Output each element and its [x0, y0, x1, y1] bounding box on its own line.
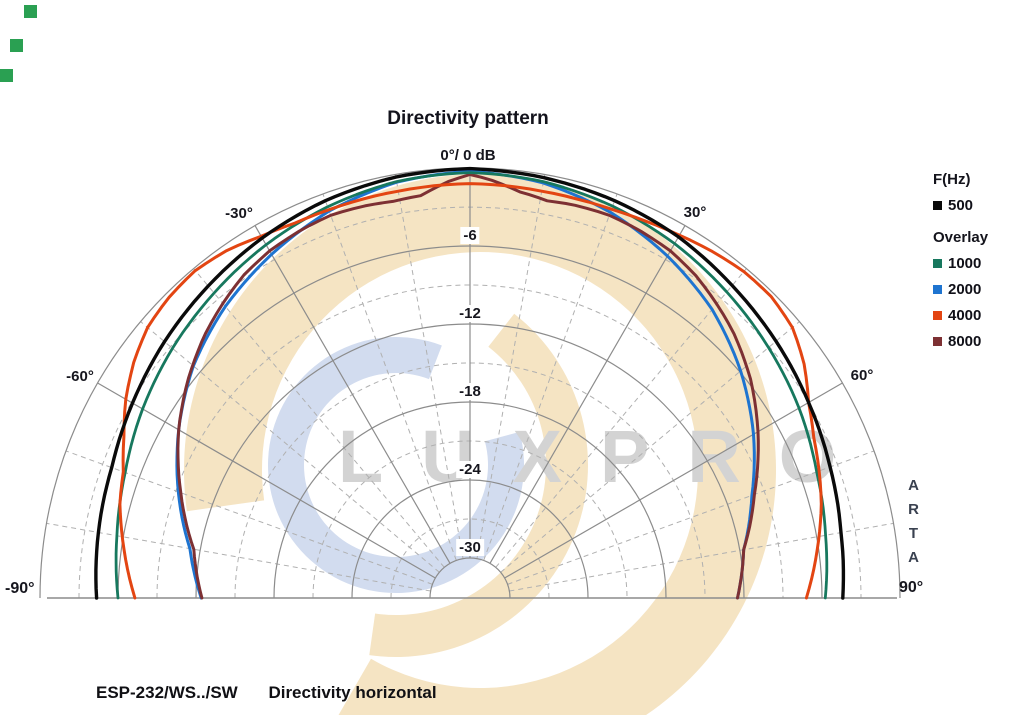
angle-label-minus60: -60° — [66, 368, 94, 385]
curve-500 — [94, 166, 846, 600]
grid-radial-dashed — [476, 174, 546, 559]
grid-radial-dashed — [507, 450, 875, 585]
grid-radial-dashed — [46, 522, 431, 592]
legend-item-4000: 4000 — [933, 307, 988, 324]
grid-radial-solid — [254, 225, 451, 564]
apex-label: 0°/ 0 dB — [440, 147, 496, 164]
legend-overlay-rows: 1000 2000 4000 8000 — [933, 255, 988, 350]
grid-radial-dashed — [509, 522, 894, 592]
legend-item-500: 500 — [933, 197, 988, 214]
legend-swatch-1000 — [933, 259, 942, 268]
curve-1000 — [114, 171, 829, 600]
angle-label-minus90: -90° — [5, 580, 35, 597]
caption-model: ESP-232/WS../SW — [96, 683, 238, 702]
caption-measurement: Directivity horizontal — [268, 683, 437, 702]
db-label-minus18: -18 — [456, 383, 484, 400]
grid-circle-dashed — [234, 362, 706, 599]
angle-label-plus30: 30° — [683, 204, 707, 221]
corner-marker-3 — [0, 69, 13, 82]
legend-swatch-4000 — [933, 311, 942, 320]
legend-item-1000: 1000 — [933, 255, 988, 272]
grid-circle-dashed — [390, 518, 550, 599]
angle-label-minus30: -30° — [225, 205, 253, 222]
grid-radial-dashed — [495, 268, 747, 568]
legend-label-2000: 2000 — [948, 281, 982, 298]
curve-4000 — [118, 182, 823, 600]
legend: F(Hz) 500 Overlay 1000 2000 4000 8000 — [933, 171, 988, 350]
legend-label-8000: 8000 — [948, 333, 982, 350]
watermark-outer-ring — [184, 174, 776, 715]
arta-watermark: ARTA — [905, 477, 922, 573]
grid-radial-solid — [489, 225, 686, 564]
angle-label-plus90: 90° — [899, 579, 924, 596]
chart-title: Directivity pattern — [387, 108, 549, 129]
angle-label-plus60: 60° — [850, 367, 874, 384]
grid-radial-dashed — [394, 174, 464, 559]
grid-radial-dashed — [500, 321, 800, 573]
watermark-inner-arc — [369, 313, 588, 657]
corner-marker-1 — [24, 5, 37, 18]
legend-label-4000: 4000 — [948, 307, 982, 324]
grid-radial-dashed — [193, 268, 445, 568]
grid-radial-solid — [504, 382, 843, 579]
curve-8000 — [176, 173, 760, 600]
legend-item-2000: 2000 — [933, 281, 988, 298]
grid-radial-dashed — [140, 321, 440, 573]
db-label-minus6: -6 — [460, 227, 480, 244]
legend-label-500: 500 — [948, 197, 974, 214]
legend-swatch-8000 — [933, 337, 942, 346]
caption: ESP-232/WS../SW Directivity horizontal — [96, 683, 437, 703]
grid-radial-dashed — [483, 193, 618, 561]
grid-circle-dashed — [156, 284, 784, 599]
db-label-minus30: -30 — [456, 539, 484, 556]
db-label-minus12: -12 — [456, 305, 484, 322]
legend-item-8000: 8000 — [933, 333, 988, 350]
legend-overlay-header: Overlay — [933, 229, 989, 246]
db-label-minus24: -24 — [456, 461, 484, 478]
legend-swatch-2000 — [933, 285, 942, 294]
legend-freq-header: F(Hz) — [933, 171, 971, 188]
corner-marker-2 — [10, 39, 23, 52]
legend-label-1000: 1000 — [948, 255, 982, 272]
legend-swatch-500 — [933, 201, 942, 210]
grid-radial-dashed — [322, 193, 457, 561]
grid-radial-solid — [97, 382, 436, 579]
grid-radial-dashed — [65, 450, 433, 585]
